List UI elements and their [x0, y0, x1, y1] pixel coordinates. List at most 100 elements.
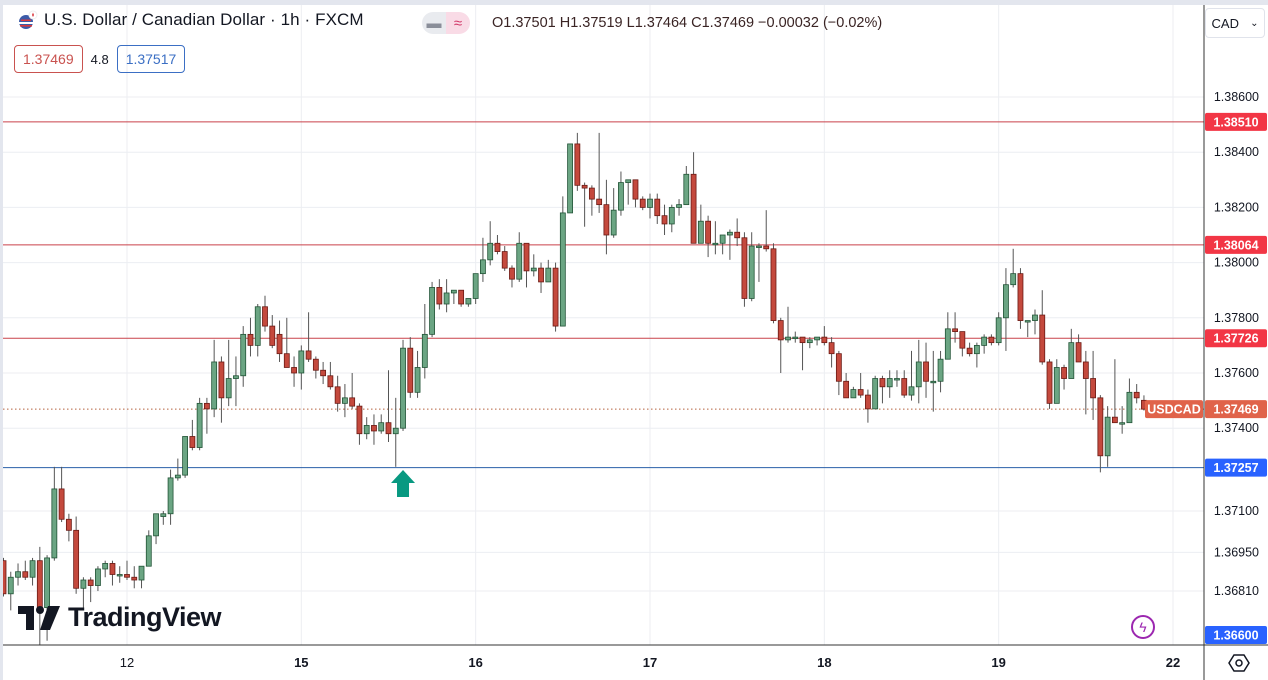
candle-down[interactable]: [959, 331, 966, 349]
candle-down[interactable]: [639, 198, 646, 208]
candle-up[interactable]: [981, 336, 988, 346]
candle-down[interactable]: [988, 336, 995, 344]
candle-up[interactable]: [145, 535, 152, 567]
candle-up[interactable]: [806, 339, 813, 344]
candle-down[interactable]: [320, 369, 327, 377]
candle-up[interactable]: [516, 242, 523, 280]
approx-icon[interactable]: ≈: [446, 12, 470, 34]
candle-down[interactable]: [501, 251, 508, 269]
candle-up[interactable]: [95, 568, 101, 586]
candle-down[interactable]: [36, 560, 43, 608]
candle-up[interactable]: [545, 267, 552, 283]
candle-up[interactable]: [51, 488, 58, 559]
candle-up[interactable]: [225, 378, 232, 399]
candle-down[interactable]: [385, 422, 392, 435]
candle-down[interactable]: [458, 289, 465, 305]
candle-up[interactable]: [487, 242, 494, 261]
candle-up[interactable]: [102, 563, 109, 570]
candle-up[interactable]: [995, 317, 1002, 344]
candle-up[interactable]: [240, 333, 247, 377]
candle-up[interactable]: [378, 422, 385, 432]
candle-down[interactable]: [1017, 273, 1024, 321]
candle-up[interactable]: [647, 198, 653, 208]
candle-down[interactable]: [734, 231, 741, 239]
chart-mode-toggle[interactable]: ▬ ≈: [422, 12, 470, 34]
candle-down[interactable]: [966, 347, 973, 355]
candle-up[interactable]: [196, 402, 203, 448]
candle-up[interactable]: [1003, 284, 1009, 319]
candle-up[interactable]: [80, 579, 87, 589]
candle-down[interactable]: [436, 287, 443, 305]
candle-up[interactable]: [618, 182, 624, 211]
candle-down[interactable]: [283, 353, 290, 368]
candle-down[interactable]: [857, 389, 864, 396]
candle-down[interactable]: [276, 333, 283, 355]
candle-up[interactable]: [1053, 367, 1060, 404]
candle-down[interactable]: [22, 571, 29, 578]
candle-up[interactable]: [116, 574, 123, 577]
symbol-title[interactable]: U.S. Dollar / Canadian Dollar · 1h · FXC…: [44, 10, 364, 29]
candle-up[interactable]: [363, 425, 370, 435]
candle-down[interactable]: [952, 328, 958, 332]
candle-down[interactable]: [65, 518, 72, 531]
candle-down[interactable]: [349, 397, 356, 407]
candle-down[interactable]: [407, 347, 414, 393]
candle-up[interactable]: [211, 361, 218, 410]
buy-button[interactable]: 1.37517: [116, 45, 186, 73]
candlestick-chart[interactable]: 1.38600 1.38400 1.38200 1.38000 1.37800 1.376…: [3, 5, 1268, 680]
candle-up[interactable]: [1032, 314, 1038, 321]
candle-up[interactable]: [233, 375, 239, 379]
candle-down[interactable]: [109, 563, 116, 575]
candle-up[interactable]: [1068, 342, 1075, 379]
candle-down[interactable]: [247, 333, 254, 346]
candle-down[interactable]: [690, 173, 697, 244]
candle-up[interactable]: [748, 245, 755, 299]
candle-up[interactable]: [559, 212, 566, 327]
candle-down[interactable]: [327, 375, 334, 388]
candle-up[interactable]: [7, 576, 14, 595]
candle-down[interactable]: [552, 267, 559, 327]
candle-down[interactable]: [356, 405, 363, 435]
candle-down[interactable]: [312, 358, 319, 371]
chart-panel[interactable]: 1.38600 1.38400 1.38200 1.38000 1.37800 1.376…: [3, 5, 1268, 680]
candle-up[interactable]: [567, 143, 573, 214]
candle-up[interactable]: [182, 436, 189, 476]
candle-up[interactable]: [153, 513, 159, 537]
candle-down[interactable]: [1039, 314, 1046, 363]
lightning-icon[interactable]: ϟ: [1131, 615, 1155, 639]
candle-down[interactable]: [1133, 391, 1140, 399]
candle-down[interactable]: [777, 320, 784, 341]
candle-up[interactable]: [756, 245, 762, 248]
candle-down[interactable]: [581, 184, 588, 189]
candle-up[interactable]: [167, 477, 174, 515]
candle-down[interactable]: [632, 179, 639, 200]
candle-down[interactable]: [901, 378, 908, 396]
candle-up[interactable]: [850, 389, 857, 399]
candle-up[interactable]: [712, 242, 719, 246]
candle-down[interactable]: [770, 248, 777, 321]
candle-up[interactable]: [392, 427, 399, 435]
candle-down[interactable]: [879, 378, 886, 388]
candle-up[interactable]: [668, 206, 675, 225]
candle-up[interactable]: [785, 336, 791, 341]
candle-up[interactable]: [1010, 273, 1017, 286]
candle-up[interactable]: [610, 209, 617, 236]
candle-up[interactable]: [530, 267, 537, 272]
candle-up[interactable]: [15, 571, 21, 578]
candle-up[interactable]: [44, 557, 50, 608]
candle-up[interactable]: [450, 289, 457, 294]
candle-up[interactable]: [683, 173, 690, 206]
candle-up[interactable]: [930, 380, 937, 384]
candle-down[interactable]: [305, 350, 312, 360]
candle-down[interactable]: [1097, 397, 1104, 457]
candle-up[interactable]: [719, 234, 726, 244]
candle-up[interactable]: [944, 328, 951, 360]
candle-up[interactable]: [465, 298, 472, 305]
candle-down[interactable]: [1111, 416, 1118, 424]
candle-down[interactable]: [835, 353, 842, 382]
candle-down[interactable]: [574, 143, 581, 186]
candle-down[interactable]: [828, 342, 835, 355]
candle-down[interactable]: [334, 386, 341, 404]
candle-down[interactable]: [1046, 361, 1053, 404]
candle-down[interactable]: [865, 394, 871, 410]
